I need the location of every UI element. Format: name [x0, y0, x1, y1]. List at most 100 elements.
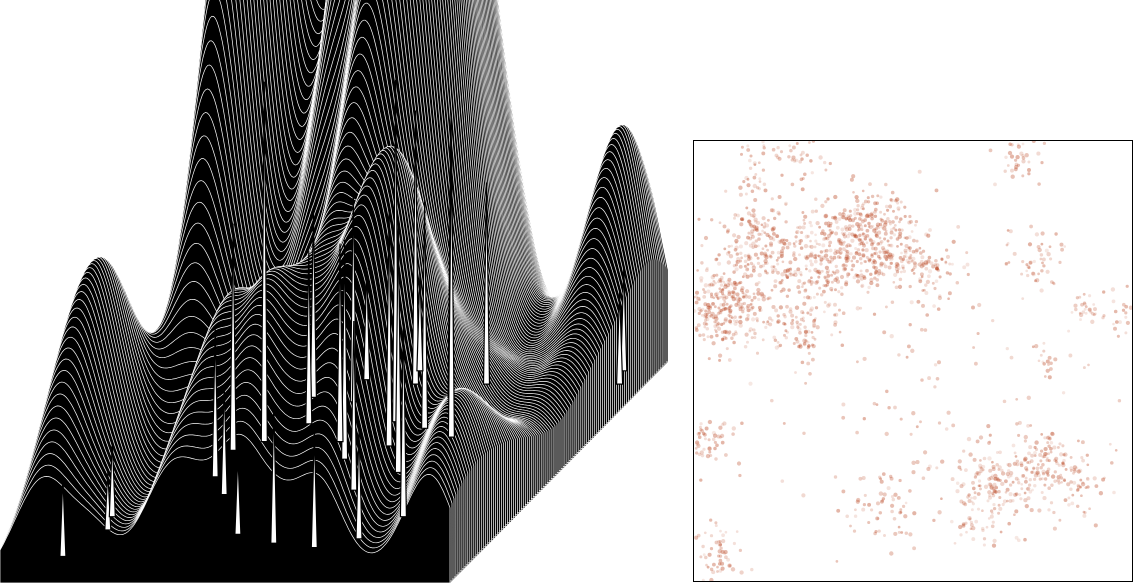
scatter-point — [978, 479, 981, 482]
scatter-point — [702, 295, 706, 299]
scatter-point — [1094, 312, 1097, 315]
scatter-point — [799, 343, 802, 346]
scatter-point — [1040, 466, 1043, 469]
scatter-point — [699, 478, 702, 481]
scatter-point — [987, 490, 991, 494]
scatter-point — [1027, 396, 1031, 400]
scatter-point — [801, 361, 805, 365]
scatter-point — [885, 432, 889, 436]
scatter-point — [1080, 456, 1083, 459]
scatter-point — [845, 254, 849, 258]
scatter-point — [1017, 145, 1021, 149]
scatter-point — [1063, 245, 1066, 248]
scatter-point — [910, 349, 914, 353]
scatter-point — [878, 241, 882, 245]
scatter-point — [815, 306, 818, 309]
scatter-point — [803, 325, 806, 328]
scatter-point — [824, 215, 827, 218]
scatter-point — [811, 358, 815, 362]
scatter-point — [915, 248, 919, 252]
scatter-point — [798, 271, 802, 275]
scatter-point — [870, 217, 874, 221]
scatter-point — [800, 153, 803, 156]
scatter-point — [1059, 474, 1062, 477]
scatter-point — [889, 475, 892, 478]
scatter-point — [769, 254, 772, 257]
scatter-point — [933, 287, 936, 290]
scatter-point — [903, 514, 907, 518]
scatter-point — [704, 531, 707, 534]
scatter-point — [802, 432, 805, 435]
scatter-point — [962, 522, 966, 526]
scatter-point — [811, 210, 815, 214]
scatter-point — [735, 282, 739, 286]
scatter-point — [752, 269, 756, 273]
scatter-point — [728, 245, 731, 248]
scatter-point — [1030, 508, 1034, 512]
scatter-point — [740, 218, 743, 221]
scatter-point — [1126, 321, 1130, 325]
scatter-point — [789, 307, 793, 311]
scatter-point — [839, 247, 842, 250]
scatter-point — [875, 283, 879, 287]
scatter-point — [829, 232, 832, 235]
scatter-point — [863, 357, 867, 361]
scatter-point — [867, 200, 870, 203]
scatter-point — [952, 240, 956, 244]
scatter-point — [746, 341, 749, 344]
scatter-point — [940, 459, 944, 463]
scatter-point — [1058, 442, 1061, 445]
scatter-point — [860, 218, 863, 221]
scatter-point — [875, 516, 879, 520]
scatter-point — [805, 256, 809, 260]
scatter-point — [1021, 297, 1024, 300]
scatter-point — [856, 204, 859, 207]
scatter-point — [818, 155, 822, 159]
scatter-point — [724, 555, 728, 559]
scatter-point — [950, 520, 954, 524]
scatter-point — [1014, 509, 1018, 513]
scatter-point — [866, 229, 870, 233]
scatter-point — [732, 333, 736, 337]
scatter-point — [833, 256, 837, 260]
scatter-point — [928, 228, 932, 232]
scatter-point — [1092, 303, 1095, 306]
scatter-point — [895, 286, 899, 290]
scatter-point — [1049, 245, 1052, 248]
scatter-point — [962, 265, 966, 269]
scatter-point — [745, 289, 749, 293]
scatter-point — [776, 146, 779, 149]
scatter-point — [936, 377, 940, 381]
scatter-point — [992, 503, 995, 506]
scatter-point — [782, 260, 785, 263]
scatter-point — [833, 278, 837, 282]
scatter-point — [709, 578, 713, 581]
scatter-point — [834, 288, 837, 291]
scatter-point — [753, 176, 757, 180]
scatter-point — [991, 524, 995, 528]
scatter-point — [1043, 484, 1046, 487]
scatter-point — [701, 308, 704, 311]
scatter-point — [741, 286, 745, 290]
scatter-point — [704, 310, 707, 313]
scatter-point — [744, 176, 748, 180]
scatter-point — [897, 496, 901, 500]
scatter-point — [1040, 161, 1043, 164]
scatter-point — [823, 161, 826, 164]
scatter-point — [1024, 435, 1028, 439]
scatter-point — [1115, 320, 1119, 324]
scatter-point — [729, 320, 732, 323]
scatter-point — [890, 510, 894, 514]
scatter-point — [1058, 482, 1061, 485]
scatter-point — [747, 317, 750, 320]
scatter-point — [877, 231, 881, 235]
scatter-point — [723, 248, 726, 251]
scatter-point — [883, 492, 887, 496]
scatter-point — [833, 320, 837, 324]
scatter-point — [719, 221, 722, 224]
scatter-point — [1070, 502, 1074, 506]
scatter-point — [834, 475, 837, 478]
scatter-point — [836, 560, 839, 563]
scatter-point — [1093, 476, 1097, 480]
scatter-point — [835, 220, 839, 224]
